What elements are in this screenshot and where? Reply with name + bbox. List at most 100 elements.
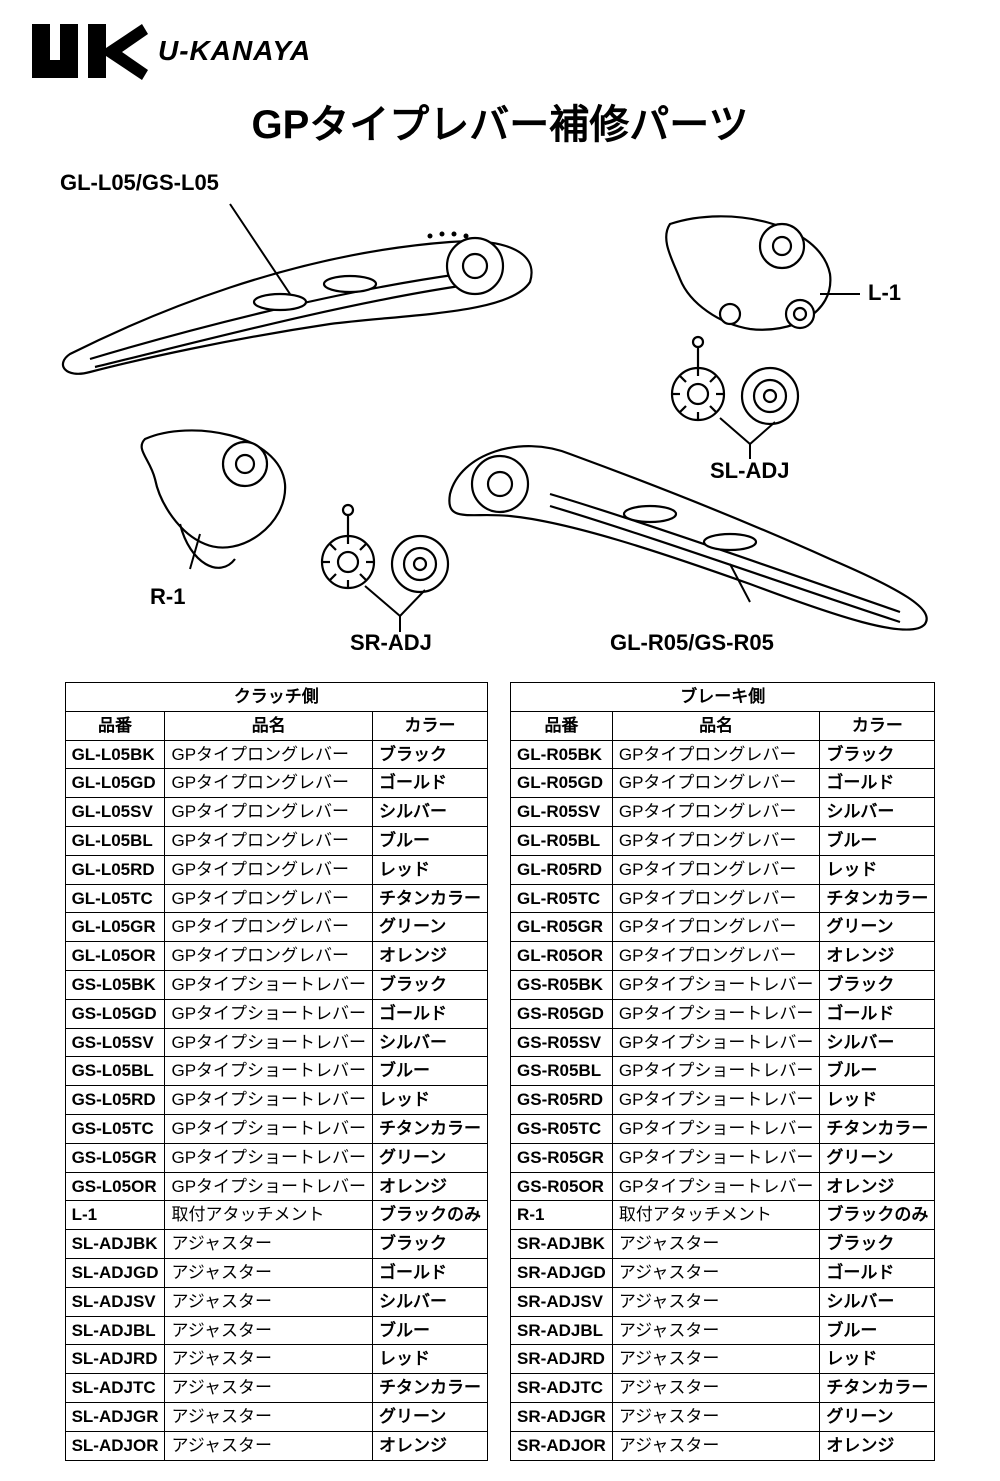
cell-name: GPタイプロングレバー <box>612 884 820 913</box>
table-row: GS-L05GRGPタイプショートレバーグリーン <box>65 1143 487 1172</box>
cell-name: アジャスター <box>165 1287 373 1316</box>
cell-color: ゴールド <box>820 769 935 798</box>
table-row: SL-ADJGDアジャスターゴールド <box>65 1258 487 1287</box>
cell-name: GPタイプショートレバー <box>612 1114 820 1143</box>
table-row: GL-L05GDGPタイプロングレバーゴールド <box>65 769 487 798</box>
cell-name: GPタイプロングレバー <box>165 826 373 855</box>
cell-code: SL-ADJSV <box>65 1287 165 1316</box>
cell-code: GL-R05SV <box>511 798 613 827</box>
table-row: GS-R05SVGPタイプショートレバーシルバー <box>511 1028 935 1057</box>
table-row: SR-ADJSVアジャスターシルバー <box>511 1287 935 1316</box>
label-lever-left: GL-L05/GS-L05 <box>60 170 219 196</box>
cell-color: ゴールド <box>373 769 488 798</box>
col-color: カラー <box>820 711 935 740</box>
cell-name: 取付アタッチメント <box>165 1201 373 1230</box>
cell-name: GPタイプショートレバー <box>612 1172 820 1201</box>
cell-code: GS-R05TC <box>511 1114 613 1143</box>
cell-code: GL-L05BL <box>65 826 165 855</box>
table-row: SR-ADJBKアジャスターブラック <box>511 1230 935 1259</box>
uk-logo-svg <box>30 20 150 82</box>
cell-name: GPタイプショートレバー <box>165 1172 373 1201</box>
logo-row: U-KANAYA <box>30 20 970 82</box>
cell-code: GS-R05BK <box>511 970 613 999</box>
table-row: GS-L05SVGPタイプショートレバーシルバー <box>65 1028 487 1057</box>
cell-code: GS-L05TC <box>65 1114 165 1143</box>
cell-name: GPタイプロングレバー <box>612 942 820 971</box>
cell-code: GS-R05GR <box>511 1143 613 1172</box>
cell-color: ブルー <box>820 826 935 855</box>
part-attach-r1 <box>142 430 285 567</box>
cell-code: SR-ADJOR <box>511 1431 613 1460</box>
cell-color: シルバー <box>820 798 935 827</box>
cell-color: ブラックのみ <box>820 1201 935 1230</box>
col-color: カラー <box>373 711 488 740</box>
table-row: GL-L05BKGPタイプロングレバーブラック <box>65 740 487 769</box>
part-sl-adj <box>672 337 798 424</box>
cell-color: オレンジ <box>820 1431 935 1460</box>
cell-color: レッド <box>820 1345 935 1374</box>
cell-name: アジャスター <box>612 1402 820 1431</box>
table-row: GL-R05RDGPタイプロングレバーレッド <box>511 855 935 884</box>
brand-text: U-KANAYA <box>158 35 311 67</box>
table-row: SL-ADJSVアジャスターシルバー <box>65 1287 487 1316</box>
cell-code: SR-ADJBL <box>511 1316 613 1345</box>
cell-name: GPタイプショートレバー <box>165 1143 373 1172</box>
col-code: 品番 <box>511 711 613 740</box>
cell-name: アジャスター <box>165 1345 373 1374</box>
cell-name: GPタイプロングレバー <box>612 855 820 884</box>
table-row: SL-ADJRDアジャスターレッド <box>65 1345 487 1374</box>
cell-name: GPタイプショートレバー <box>612 970 820 999</box>
cell-code: SR-ADJGR <box>511 1402 613 1431</box>
cell-code: SL-ADJBK <box>65 1230 165 1259</box>
cell-name: アジャスター <box>165 1230 373 1259</box>
cell-code: GL-L05OR <box>65 942 165 971</box>
clutch-tbody: GL-L05BKGPタイプロングレバーブラックGL-L05GDGPタイプロングレ… <box>65 740 487 1460</box>
label-attach-r1: R-1 <box>150 584 185 610</box>
table-row: GS-R05BKGPタイプショートレバーブラック <box>511 970 935 999</box>
page: U-KANAYA GPタイプレバー補修パーツ <box>0 0 1000 1481</box>
table-row: GS-L05GDGPタイプショートレバーゴールド <box>65 999 487 1028</box>
cell-code: GS-L05GD <box>65 999 165 1028</box>
table-row: SL-ADJGRアジャスターグリーン <box>65 1402 487 1431</box>
table-row: GS-L05TCGPタイプショートレバーチタンカラー <box>65 1114 487 1143</box>
cell-name: アジャスター <box>165 1316 373 1345</box>
table-row: SR-ADJRDアジャスターレッド <box>511 1345 935 1374</box>
cell-color: ブルー <box>373 1057 488 1086</box>
cell-color: レッド <box>820 855 935 884</box>
cell-color: オレンジ <box>820 942 935 971</box>
table-row: GL-R05GRGPタイプロングレバーグリーン <box>511 913 935 942</box>
cell-code: GS-R05GD <box>511 999 613 1028</box>
cell-code: GS-L05SV <box>65 1028 165 1057</box>
cell-name: GPタイプロングレバー <box>612 740 820 769</box>
table-row: GL-L05BLGPタイプロングレバーブルー <box>65 826 487 855</box>
table-row: GS-R05TCGPタイプショートレバーチタンカラー <box>511 1114 935 1143</box>
cell-code: SL-ADJGR <box>65 1402 165 1431</box>
cell-color: オレンジ <box>820 1172 935 1201</box>
cell-name: アジャスター <box>165 1402 373 1431</box>
cell-color: グリーン <box>373 913 488 942</box>
cell-name: アジャスター <box>612 1345 820 1374</box>
cell-code: SL-ADJOR <box>65 1431 165 1460</box>
cell-color: オレンジ <box>373 1172 488 1201</box>
cell-color: ブルー <box>373 826 488 855</box>
cell-color: ブラック <box>820 1230 935 1259</box>
table-row: SR-ADJGDアジャスターゴールド <box>511 1258 935 1287</box>
cell-color: ブルー <box>373 1316 488 1345</box>
cell-color: シルバー <box>820 1287 935 1316</box>
cell-color: オレンジ <box>373 942 488 971</box>
cell-name: GPタイプショートレバー <box>165 1028 373 1057</box>
brake-side-table: ブレーキ側 品番 品名 カラー GL-R05BKGPタイプロングレバーブラックG… <box>510 682 935 1461</box>
cell-color: ゴールド <box>373 1258 488 1287</box>
cell-name: GPタイプショートレバー <box>165 1057 373 1086</box>
table-row: GS-L05ORGPタイプショートレバーオレンジ <box>65 1172 487 1201</box>
cell-code: GL-L05RD <box>65 855 165 884</box>
cell-code: GL-R05BK <box>511 740 613 769</box>
cell-color: ゴールド <box>820 1258 935 1287</box>
cell-name: GPタイプロングレバー <box>165 798 373 827</box>
table-row: GL-R05SVGPタイプロングレバーシルバー <box>511 798 935 827</box>
diagram-area: GL-L05/GS-L05 L-1 SL-ADJ R-1 SR-ADJ GL-R… <box>30 164 970 664</box>
table-row: GL-L05TCGPタイプロングレバーチタンカラー <box>65 884 487 913</box>
cell-code: GS-R05OR <box>511 1172 613 1201</box>
cell-code: SL-ADJGD <box>65 1258 165 1287</box>
cell-name: GPタイプショートレバー <box>612 1057 820 1086</box>
